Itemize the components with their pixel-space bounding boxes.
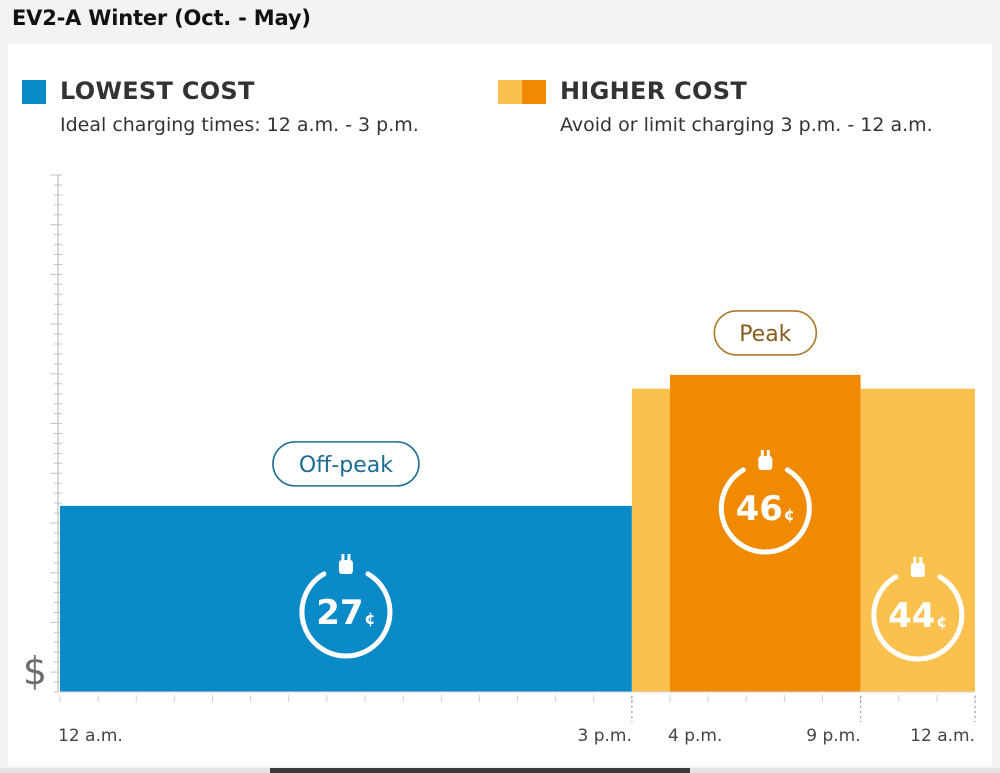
legend-low-title: LOWEST COST xyxy=(60,77,255,105)
pill-label: Peak xyxy=(739,322,791,347)
legend-low-desc: Ideal charging times: 12 a.m. - 3 p.m. xyxy=(60,114,419,136)
legend-high-swatch-dark xyxy=(522,80,546,104)
price-unit: ¢ xyxy=(936,612,947,631)
legend-high-title: HIGHER COST xyxy=(560,77,748,105)
circle-arc-icon xyxy=(299,571,393,659)
pill-outline xyxy=(272,441,420,487)
legend-low-swatch xyxy=(22,80,46,104)
pill-label: Off-peak xyxy=(299,453,393,478)
bottom-strip xyxy=(0,768,1000,773)
price-icon: 44 ¢ xyxy=(871,557,965,662)
price-value: 46 xyxy=(736,489,783,529)
legend-high-swatch-light xyxy=(498,80,522,104)
plug-icon xyxy=(910,563,925,577)
x-tick-label: 9 p.m. xyxy=(806,726,860,746)
x-tick-label: 12 a.m. xyxy=(58,726,123,746)
price-icon: 46 ¢ xyxy=(718,450,812,555)
pill-outline xyxy=(713,310,818,356)
circle-arc-icon xyxy=(718,467,812,555)
price-unit: ¢ xyxy=(784,505,795,524)
page-title: EV2-A Winter (Oct. - May) xyxy=(12,6,311,30)
y-axis-label: $ xyxy=(23,649,47,693)
x-tick-label: 3 p.m. xyxy=(577,726,631,746)
bar-shoulder-3 xyxy=(860,388,975,692)
x-tick-label: 12 a.m. xyxy=(910,726,975,746)
plug-icon xyxy=(338,560,353,574)
price-value: 44 xyxy=(888,596,935,636)
bar-shoulder-1 xyxy=(631,388,670,692)
pill-off-peak: Off-peak xyxy=(272,441,420,487)
x-tick-label: 4 p.m. xyxy=(668,726,722,746)
plug-icon xyxy=(758,456,773,470)
pill-peak: Peak xyxy=(713,310,818,356)
circle-arc-icon xyxy=(871,574,965,662)
legend-high-desc: Avoid or limit charging 3 p.m. - 12 a.m. xyxy=(560,114,933,136)
price-icon: 27 ¢ xyxy=(299,554,393,659)
price-unit: ¢ xyxy=(364,609,375,628)
bar-off-peak xyxy=(60,505,632,692)
bar-peak xyxy=(670,374,861,692)
price-value: 27 xyxy=(316,593,363,633)
